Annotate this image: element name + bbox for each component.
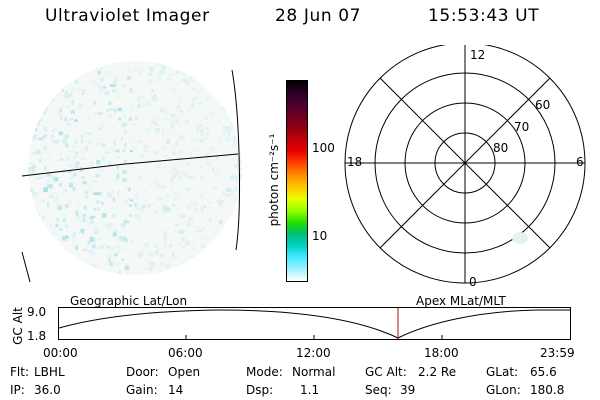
timeline-frame (58, 307, 571, 340)
mode-value: Normal (292, 365, 336, 379)
filter-value: LBHL (34, 365, 65, 379)
timeline-y-tick-max: 9.0 (27, 305, 47, 319)
color-scale-bar (286, 80, 308, 282)
glon-value: 180.8 (530, 383, 565, 397)
instrument-title: Ultraviolet Imager (45, 6, 210, 26)
gain-value: 14 (168, 383, 184, 397)
mlat-label-80: 80 (493, 141, 508, 155)
gain-label: Gain: (126, 383, 158, 397)
limb-line-right (231, 69, 240, 251)
glat-label: GLat: (486, 365, 519, 379)
mlt-label-0: 0 (469, 275, 477, 289)
time-tick-label-0600: 06:00 (168, 346, 203, 360)
terminator-line (21, 153, 239, 177)
time-tick-label-1800: 18:00 (424, 346, 459, 360)
door-value: Open (168, 365, 201, 379)
observation-time: 15:53:43 UT (428, 6, 540, 26)
geographic-image-panel (21, 61, 242, 283)
polar-diagonal-b (379, 77, 551, 249)
door-label: Door: (126, 365, 159, 379)
glon-label: GLon: (486, 383, 521, 397)
mlt-label-18: 18 (347, 155, 362, 169)
time-tick-label-2359: 23:59 (540, 346, 575, 360)
mlat-label-70: 70 (514, 120, 529, 134)
timeline-y-axis-label: GC Alt (11, 307, 25, 345)
filter-label: Flt: (10, 365, 29, 379)
glat-value: 65.6 (530, 365, 557, 379)
gc-alt-label: GC Alt: (365, 365, 407, 379)
altitude-curve (58, 309, 570, 339)
timeline-y-tick-min: 1.8 (27, 329, 47, 343)
earth-disk (28, 61, 242, 275)
time-tick-label-1200: 12:00 (296, 346, 331, 360)
seq-value: 39 (400, 383, 416, 397)
dsp-label: Dsp: (246, 383, 274, 397)
colorbar-tick-100: 100 (312, 141, 335, 155)
mlt-label-6: 6 (576, 155, 584, 169)
colorbar-tick-10: 10 (312, 229, 328, 243)
ip-value: 36.0 (34, 383, 61, 397)
gc-alt-value: 2.2 Re (418, 365, 457, 379)
polar-emission-patch (512, 232, 528, 244)
geographic-coords-label: Geographic Lat/Lon (70, 294, 188, 308)
observation-date: 28 Jun 07 (275, 6, 362, 26)
apex-coords-label: Apex MLat/MLT (416, 294, 506, 308)
orbit-altitude-plot (58, 307, 571, 340)
dsp-value: 1.1 (300, 383, 320, 397)
mlt-label-12: 12 (470, 48, 485, 62)
seq-label: Seq: (365, 383, 392, 397)
polar-grid-panel: 12 18 6 0 60 70 80 (344, 45, 586, 289)
ip-label: IP: (10, 383, 25, 397)
colorbar-unit-label: photon cm⁻²s⁻¹ (267, 133, 281, 227)
limb-line-left (21, 251, 31, 283)
mlat-label-60: 60 (535, 98, 550, 112)
mode-label: Mode: (246, 365, 283, 379)
time-tick-label-0000: 00:00 (43, 346, 78, 360)
